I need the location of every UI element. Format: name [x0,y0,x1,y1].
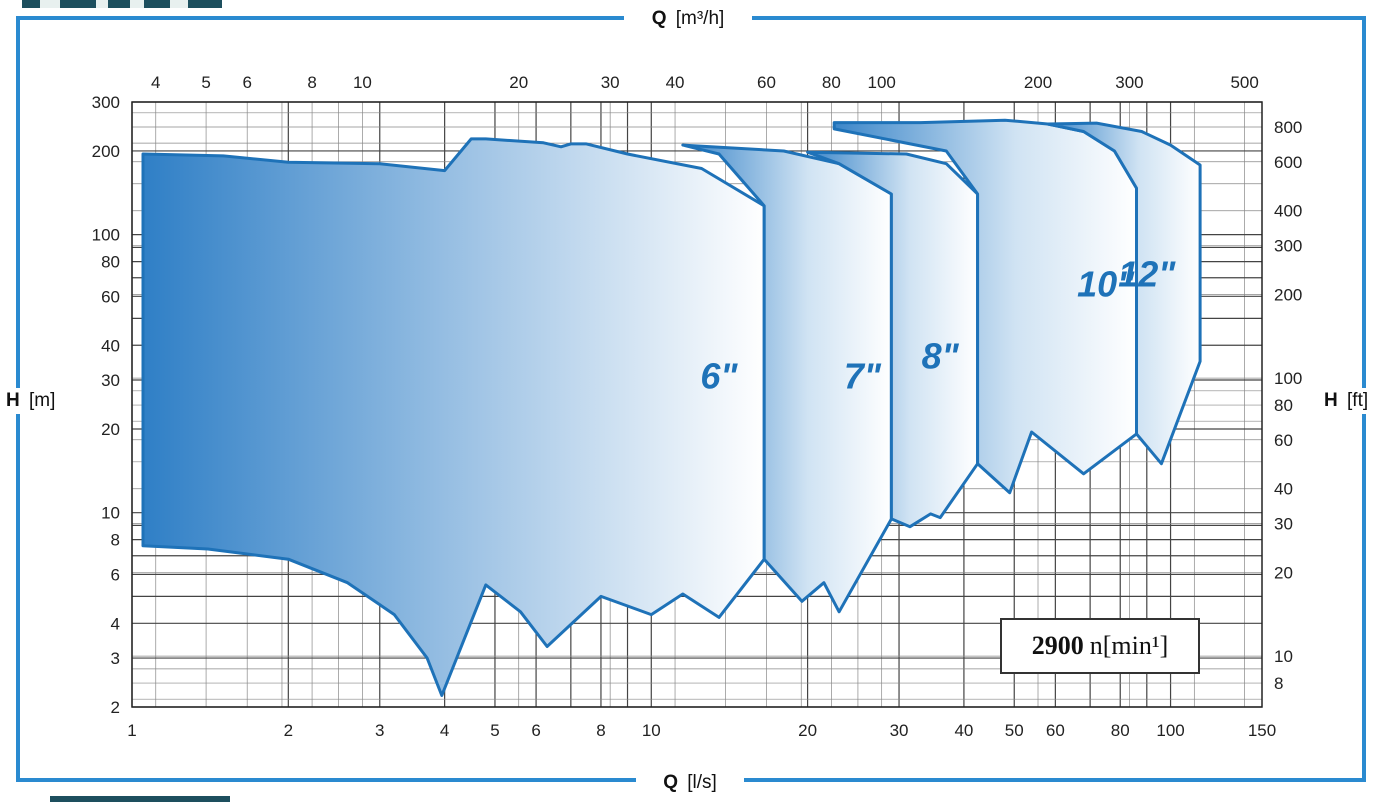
y-right-tick-label: 800 [1274,118,1302,137]
y-right-title: H [ft] [1320,388,1380,414]
x-bottom-tick-label: 5 [490,721,499,740]
y-right-tick-label: 300 [1274,236,1302,255]
series-label-1: 6" [700,355,738,396]
x-bottom-tick-label: 80 [1111,721,1130,740]
x-bottom-tick-label: 1 [127,721,136,740]
x-bottom-tick-label: 100 [1156,721,1184,740]
x-top-tick-label: 4 [151,73,160,92]
series-area-3 [806,150,980,529]
x-top-tick-label: 60 [757,73,776,92]
x-bottom-tick-label: 50 [1005,721,1024,740]
x-bottom-tick-label: 4 [440,721,449,740]
x-top-title-unit: [m³/h] [676,8,725,29]
y-left-tick-label: 8 [111,531,120,550]
x-top-tick-label: 5 [201,73,210,92]
y-right-tick-label: 8 [1274,674,1283,693]
y-left-tick-label: 2 [111,698,120,717]
y-left-title-main: H [6,390,20,411]
x-top-tick-label: 40 [666,73,685,92]
series-label-2: 7" [844,355,882,396]
speed-unit: n[min¹] [1089,631,1169,660]
svg-text:H [m]: H [m] [6,390,55,411]
y-right-tick-label: 30 [1274,514,1293,533]
y-left-tick-label: 80 [101,253,120,272]
x-top-tick-label: 300 [1115,73,1143,92]
y-left-tick-label: 60 [101,287,120,306]
y-left-tick-label: 300 [92,93,120,112]
x-bottom-tick-label: 60 [1046,721,1065,740]
y-right-tick-label: 20 [1274,563,1293,582]
series-label-4: 10" [1077,263,1135,304]
y-right-title-unit: [ft] [1347,390,1368,411]
series-area-5 [1046,121,1202,466]
y-left-tick-label: 4 [111,614,120,633]
series-label-5: 12" [1118,254,1176,295]
x-top-tick-label: 500 [1230,73,1258,92]
svg-text:H [ft]: H [ft] [1324,390,1368,411]
y-right-tick-label: 40 [1274,480,1293,499]
x-top-tick-label: 200 [1024,73,1052,92]
speed-annotation: 2900 n[min¹] [1000,618,1200,674]
y-left-tick-label: 30 [101,371,120,390]
y-right-tick-label: 200 [1274,285,1302,304]
y-right-tick-label: 100 [1274,369,1302,388]
series-layer [141,118,1202,697]
frame-decor-top [22,0,222,8]
x-bottom-tick-label: 8 [596,721,605,740]
x-bottom-tick-label: 10 [642,721,661,740]
y-right-tick-label: 10 [1274,647,1293,666]
x-bottom-tick-label: 40 [954,721,973,740]
y-right-tick-label: 80 [1274,396,1293,415]
y-left-title: H [m] [4,388,86,414]
x-top-title: Q [m³/h] [624,6,752,30]
x-bottom-title: Q [l/s] [636,770,744,794]
svg-text:Q [l/s]: Q [l/s] [663,772,717,793]
x-bottom-tick-label: 3 [375,721,384,740]
y-left-tick-label: 10 [101,504,120,523]
svg-text:Q [m³/h]: Q [m³/h] [652,8,725,29]
x-top-tick-label: 6 [242,73,251,92]
y-left-tick-label: 200 [92,142,120,161]
y-right-tick-label: 400 [1274,202,1302,221]
y-right-tick-label: 600 [1274,153,1302,172]
x-bottom-tick-label: 30 [890,721,909,740]
x-bottom-title-main: Q [663,772,678,793]
y-left-tick-label: 6 [111,565,120,584]
y-left-tick-label: 40 [101,336,120,355]
x-top-tick-label: 80 [822,73,841,92]
series-label-3: 8" [922,336,960,377]
y-left-tick-label: 100 [92,226,120,245]
x-bottom-title-unit: [l/s] [687,772,717,793]
series-labels: 6" 7" 8" 10"12" [700,254,1176,397]
x-top-tick-label: 30 [601,73,620,92]
x-bottom-tick-label: 6 [531,721,540,740]
x-top-title-main: Q [652,8,667,29]
x-top-tick-label: 10 [353,73,372,92]
x-bottom-tick-label: 2 [284,721,293,740]
x-bottom-tick-label: 20 [798,721,817,740]
plot-border [131,101,1263,708]
y-left-tick-label: 20 [101,420,120,439]
y-left-tick-label: 3 [111,649,120,668]
x-top-tick-label: 20 [509,73,528,92]
speed-value: 2900 [1031,631,1084,660]
y-right-title-main: H [1324,390,1338,411]
y-left-title-unit: [m] [29,390,55,411]
y-right-tick-label: 60 [1274,431,1293,450]
x-top-tick-label: 8 [307,73,316,92]
x-top-tick-label: 100 [867,73,895,92]
x-bottom-tick-label: 150 [1248,721,1276,740]
frame-decor-bottom [50,796,230,802]
